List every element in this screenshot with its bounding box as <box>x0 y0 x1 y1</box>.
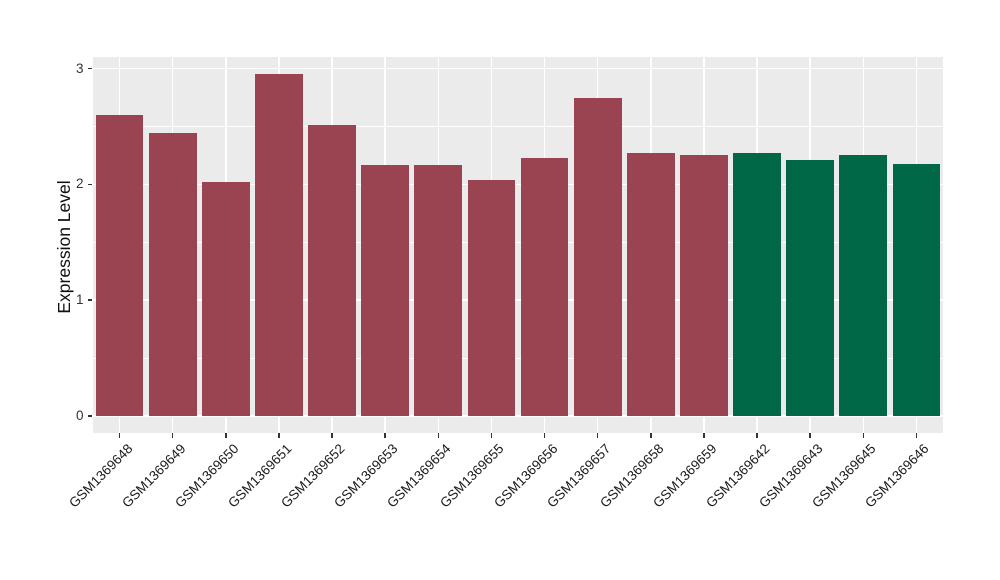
x-tick-mark <box>596 433 599 438</box>
bar-GSM1369649 <box>148 133 197 416</box>
y-tick-mark <box>87 415 92 417</box>
bar-GSM1369642 <box>733 153 781 416</box>
bar-GSM1369643 <box>786 160 835 416</box>
x-tick-mark <box>171 433 174 438</box>
gridline-major <box>93 415 943 417</box>
y-axis-label-2: 2 <box>75 176 84 192</box>
bar-GSM1369656 <box>520 157 569 416</box>
gridline-minor <box>93 241 943 243</box>
y-axis-label-0: 0 <box>75 408 84 423</box>
x-tick-mark <box>862 433 865 438</box>
plot-panel <box>93 57 943 433</box>
gridline-minor <box>93 357 943 359</box>
y-axis-label-1: 1 <box>75 292 84 308</box>
gridline-major <box>93 67 943 70</box>
y-tick-mark <box>87 67 92 70</box>
bar-GSM1369659 <box>680 155 728 416</box>
x-axis-label-GSM1369646: GSM1369646 <box>862 441 933 511</box>
y-tick-mark <box>87 299 92 301</box>
bar-GSM1369645 <box>839 155 888 416</box>
bar-GSM1369652 <box>308 125 356 416</box>
bar-GSM1369655 <box>467 179 516 416</box>
x-tick-mark <box>490 433 493 438</box>
x-tick-mark <box>118 433 121 438</box>
x-tick-mark <box>437 433 440 438</box>
bar-GSM1369651 <box>255 74 303 416</box>
x-tick-mark <box>331 433 333 438</box>
x-tick-mark <box>543 433 546 438</box>
y-tick-mark <box>87 183 92 186</box>
y-axis-label-3: 3 <box>75 60 84 76</box>
bar-GSM1369657 <box>573 97 622 416</box>
bar-GSM1369653 <box>361 164 410 416</box>
y-axis-title: Expression Level <box>54 180 74 314</box>
x-tick-mark <box>225 433 227 438</box>
gridline-major <box>93 183 943 186</box>
x-tick-mark <box>703 433 705 438</box>
x-tick-mark <box>809 433 811 438</box>
bar-GSM1369658 <box>626 153 675 416</box>
x-tick-mark <box>278 433 280 438</box>
x-tick-mark <box>756 433 758 438</box>
x-tick-mark <box>384 433 386 438</box>
x-tick-mark <box>915 433 918 438</box>
bar-GSM1369650 <box>201 182 250 416</box>
bar-GSM1369646 <box>892 163 941 416</box>
gridline-major <box>93 299 943 301</box>
x-tick-mark <box>650 433 652 438</box>
gridline-minor <box>93 126 943 127</box>
bar-GSM1369648 <box>95 114 144 416</box>
bar-GSM1369654 <box>414 164 463 416</box>
